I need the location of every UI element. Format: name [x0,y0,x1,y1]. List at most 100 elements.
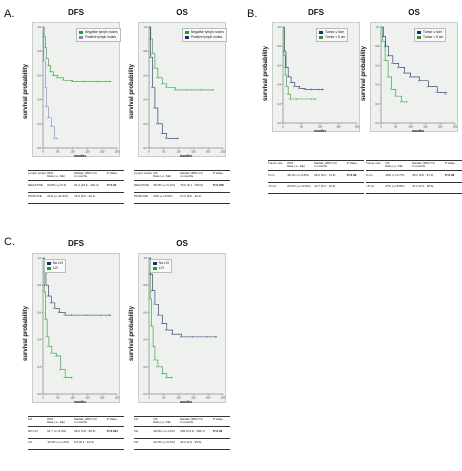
table-header-cell: Median (95% CI) in months [314,161,337,169]
table-header-cell: Lymph nodes [28,171,46,175]
x-tick-label: 100 [318,125,323,129]
x-axis-label: months [180,154,192,158]
table-rule [268,182,364,183]
y-tick-label: 0,6 [143,310,147,314]
y-tick-label: 0,0 [277,121,281,125]
x-tick-label: 50 [162,150,165,154]
x-tick-label: 0 [148,396,150,400]
y-tick-label: 0,2 [277,102,281,106]
chart-plot-area: 0,0 0,2 0,4 0,6 0,8 1,0 0 50 100 150 200 250 months [32,253,120,404]
table-rule [28,416,124,417]
stats-table: Lymph nodes DFS Rate (+/- SE) Median (95% … [28,170,124,210]
x-tick-label: 150 [191,150,196,154]
y-tick-label: 0,8 [37,49,41,53]
y-tick-label: 0,2 [375,102,379,106]
panel-label-a: A. [4,8,15,20]
chart-title: DFS [68,8,84,17]
table-cell: P=0.09 [212,429,223,433]
stats-table: Lymph nodes OS Rate (+/- SE) Median (95% C… [134,170,230,210]
stats-table: LVI OS Rate (+/- SE) Median (95% CI) in mo… [134,416,230,456]
legend-entry: Negative lymph nodes [185,30,224,35]
y-tick-label: 0,4 [143,338,147,342]
table-cell: 60.8% (+/-5.3) [47,183,67,187]
table-cell: POSITIVE [134,194,148,198]
y-tick-label: 0,8 [375,44,379,48]
legend-swatch [79,30,83,34]
legend-swatch [319,35,323,39]
table-cell: 16.0 (5.9 - 26.1) [74,194,96,198]
y-tick-label: 0,0 [143,392,147,396]
table-cell: 5 cm [366,173,373,177]
y-axis-label: survival probability [129,64,135,120]
y-tick-label: 1,0 [37,256,41,260]
chart-legend: No LVI LVI [150,259,172,273]
table-rule [366,170,462,171]
x-tick-label: 50 [56,150,59,154]
table-cell: 22.0% (+/-10.9%) [287,184,311,188]
y-tick-label: 0,8 [37,283,41,287]
table-cell: NEGATIVE [28,183,43,187]
y-tick-label: 0,2 [143,365,147,369]
legend-label: Negative lymph nodes [85,30,118,34]
y-tick-label: 1,0 [37,25,41,29]
chart-title: DFS [308,8,324,17]
table-rule [28,449,124,450]
series-line [381,26,408,103]
table-header-cell: LVI [134,417,139,421]
y-tick-label: 0,4 [37,338,41,342]
table-rule [366,193,462,194]
table-cell: 22.0 (2.9 - 25.6) [180,440,202,444]
x-tick-label: 100 [70,396,75,400]
x-tick-label: 50 [300,125,303,129]
table-cell: 16.4% (+/-1.0%) [47,440,69,444]
table-rule [134,426,230,427]
x-axis-label: months [74,154,86,158]
table-header-cell: OS Rate (+/- SE) [385,161,403,169]
table-cell: P=0.001 [106,429,118,433]
x-tick-label: 100 [176,150,181,154]
y-tick-label: 0,0 [37,146,41,150]
y-tick-label: 0,4 [37,98,41,102]
y-tick-label: 1,0 [143,256,147,260]
legend-entry: LVI [153,266,169,271]
x-tick-label: 200 [206,150,211,154]
table-rule [268,160,364,161]
table-cell: 5 cm [268,173,275,177]
table-header-cell: P Value [212,171,223,175]
series-line [149,26,215,91]
series-line [43,26,112,82]
legend-entry: Positive lymph nodes [185,35,224,40]
legend-swatch [47,266,51,270]
y-tick-label: 1,0 [143,25,147,29]
legend-swatch [79,35,83,39]
series-line [149,26,179,139]
table-header-cell: Median (95% CI) in months [74,171,97,179]
chart-plot-area: 0,0 0,2 0,4 0,6 0,8 1,0 0 50 100 150 200 250 months [138,22,226,158]
chart-plot-area: 0,0 0,2 0,4 0,6 0,8 1,0 0 50 100 150 200 250 months [32,22,120,158]
x-tick-label: 0 [42,396,44,400]
table-cell: 79.6 (9.1 - 150.0) [180,183,204,187]
legend-entry: Tumor > 5 cm [319,35,345,40]
y-tick-label: 0,0 [375,121,379,125]
x-tick-label: 250 [453,125,458,129]
y-tick-label: 0,6 [143,73,147,77]
x-tick-label: 50 [56,396,59,400]
x-tick-label: 0 [282,125,284,129]
table-header-cell: Median (95% CI) in months [180,417,203,425]
table-cell: P=0.005 [212,183,224,187]
legend-label: Tumor ≤ 5cm [423,30,443,34]
legend-label: Tumor ≤ 5cm [325,30,345,34]
table-cell: 48.3% (+/-5.1%) [153,183,175,187]
x-tick-label: 150 [85,396,90,400]
series-line [149,257,173,378]
x-tick-label: 0 [148,150,150,154]
legend-swatch [417,35,421,39]
x-tick-label: 200 [206,396,211,400]
table-cell: 91.4 (23.6 - 152.2) [74,183,99,187]
y-axis-label: survival probability [361,46,367,102]
table-rule [28,203,124,204]
x-tick-label: 100 [70,150,75,154]
y-tick-label: 0,4 [143,98,147,102]
table-cell: 61.7 (+/-5.3%) [47,429,67,433]
table-rule [134,416,230,417]
